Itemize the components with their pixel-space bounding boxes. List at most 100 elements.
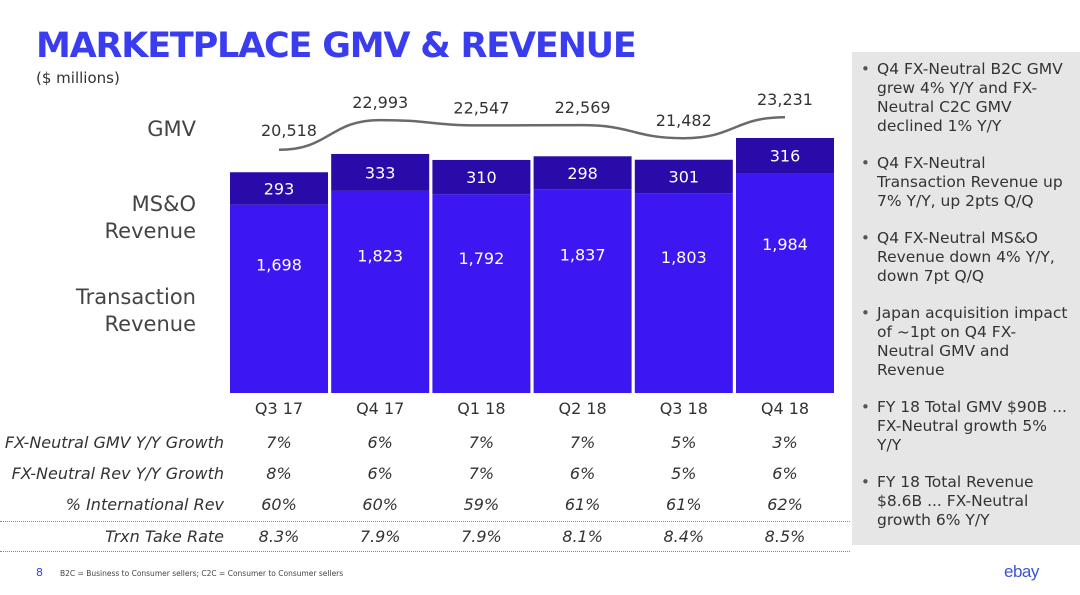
- table-divider-bottom: [0, 551, 850, 552]
- gmv-value-label: 23,231: [757, 90, 813, 109]
- transaction-value-label: 1,823: [357, 247, 403, 266]
- gmv-revenue-chart: 1,698 293 Q3 17 1,823 333 Q4 17 1,792 310 Q1 18 1…: [230, 90, 834, 418]
- gmv-value-label: 21,482: [656, 111, 712, 130]
- metric-value: 7.9%: [461, 527, 502, 546]
- transaction-label-line2: Revenue: [104, 312, 196, 336]
- table-divider-top: [0, 521, 850, 522]
- page-title: MARKETPLACE GMV & REVENUE: [36, 26, 637, 66]
- bullet-text: Q4 FX-Neutral Transaction Revenue up 7% …: [877, 154, 1063, 210]
- mso-bar: [634, 159, 733, 194]
- transaction-value-label: 1,984: [762, 235, 808, 254]
- metric-value: 60%: [261, 495, 297, 514]
- bullet-text: Japan acquisition impact of ~1pt on Q4 F…: [877, 304, 1068, 379]
- metric-value: 6%: [367, 464, 393, 483]
- gmv-value-label: 20,518: [261, 121, 317, 140]
- commentary-bullet: • Q4 FX-Neutral B2C GMV grew 4% Y/Y and F…: [861, 60, 1072, 136]
- mso-bar: [432, 159, 531, 195]
- metric-value: 7%: [468, 433, 495, 452]
- metric-value: 7.9%: [359, 527, 401, 546]
- bullet-text: Q4 FX-Neutral MS&O Revenue down 4% Y/Y, …: [877, 229, 1055, 285]
- metric-value: 7%: [569, 433, 596, 452]
- metric-value: 7%: [468, 464, 495, 483]
- page-number: 8: [36, 566, 43, 579]
- metric-value: 3%: [772, 433, 798, 452]
- mso-value-label: 333: [365, 163, 396, 182]
- metric-row-label: FX-Neutral GMV Y/Y Growth: [4, 433, 224, 452]
- metric-row-label: % International Rev: [65, 495, 224, 514]
- mso-bar: [230, 172, 328, 205]
- metric-value: 7%: [266, 433, 292, 452]
- gmv-value-label: 22,993: [352, 93, 408, 112]
- units-subtitle: ($ millions): [36, 69, 120, 87]
- mso-label-line2: Revenue: [104, 219, 196, 243]
- mso-bar: [331, 153, 430, 191]
- transaction-label-line1: Transaction: [75, 285, 196, 309]
- metric-value: 8.3%: [258, 527, 300, 546]
- transaction-bar: [533, 189, 632, 393]
- metric-value: 8.5%: [764, 527, 806, 546]
- category-tick-label: Q1 18: [457, 399, 505, 418]
- commentary-bullet: • FY 18 Total GMV $90B ... FX-Neutral gro…: [861, 398, 1072, 455]
- gmv-row-label: GMV: [147, 117, 196, 141]
- bullet-marker: •: [861, 229, 870, 247]
- ebay-logo: ebay: [1004, 562, 1039, 581]
- metric-value: 8.4%: [663, 527, 705, 546]
- mso-row-label: MS&O Revenue: [105, 191, 196, 245]
- bullet-marker: •: [861, 60, 870, 78]
- transaction-bar: [230, 204, 328, 393]
- mso-value-label: 316: [770, 147, 801, 166]
- transaction-bar: [736, 173, 834, 393]
- mso-bar: [533, 156, 632, 190]
- metric-value: 59%: [463, 495, 500, 514]
- bullet-text: FY 18 Total GMV $90B ... FX-Neutral grow…: [877, 398, 1067, 454]
- bullet-marker: •: [861, 154, 870, 172]
- footnote: B2C = Business to Consumer sellers; C2C …: [60, 569, 344, 578]
- category-tick-label: Q4 18: [761, 399, 809, 418]
- transaction-bar: [432, 194, 531, 393]
- mso-value-label: 298: [567, 164, 598, 183]
- gmv-value-label: 22,547: [453, 98, 509, 117]
- mso-label-line1: MS&O: [131, 192, 196, 216]
- category-tick-label: Q4 17: [356, 399, 404, 418]
- gmv-value-label: 22,569: [555, 98, 611, 117]
- metric-row-label: FX-Neutral Rev Y/Y Growth: [11, 464, 224, 483]
- commentary-panel: • Q4 FX-Neutral B2C GMV grew 4% Y/Y and F…: [852, 52, 1080, 545]
- commentary-bullet: • Q4 FX-Neutral Transaction Revenue up 7%…: [861, 154, 1072, 211]
- category-tick-label: Q2 18: [558, 399, 606, 418]
- transaction-row-label: Transaction Revenue: [76, 284, 196, 338]
- metric-value: 60%: [362, 495, 398, 514]
- bullet-marker: •: [861, 398, 870, 416]
- mso-value-label: 310: [466, 168, 497, 187]
- bullet-text: FY 18 Total Revenue $8.6B ... FX-Neutral…: [877, 473, 1034, 529]
- metric-value: 8.1%: [562, 527, 603, 546]
- metric-value: 5%: [671, 433, 697, 452]
- metric-value: 6%: [569, 464, 596, 483]
- metric-value: 5%: [671, 464, 697, 483]
- commentary-bullet: • Q4 FX-Neutral MS&O Revenue down 4% Y/Y,…: [861, 229, 1072, 286]
- transaction-bar: [634, 193, 733, 393]
- gmv-line: [278, 115, 786, 152]
- commentary-bullet: • Japan acquisition impact of ~1pt on Q4 …: [861, 304, 1072, 380]
- transaction-bar: [331, 190, 430, 393]
- metric-value: 61%: [564, 495, 601, 514]
- metric-row-label: Trxn Take Rate: [105, 527, 224, 546]
- category-tick-label: Q3 17: [255, 399, 303, 418]
- commentary-list: • Q4 FX-Neutral B2C GMV grew 4% Y/Y and F…: [852, 52, 1080, 530]
- mso-bar: [736, 138, 834, 174]
- metric-value: 62%: [767, 495, 803, 514]
- category-tick-label: Q3 18: [660, 399, 708, 418]
- metric-value: 6%: [772, 464, 798, 483]
- metric-value: 6%: [367, 433, 393, 452]
- commentary-bullet: • FY 18 Total Revenue $8.6B ... FX-Neutra…: [861, 473, 1072, 530]
- transaction-value-label: 1,803: [661, 248, 707, 267]
- bullet-marker: •: [861, 473, 870, 491]
- bullet-marker: •: [861, 304, 870, 322]
- metric-value: 8%: [266, 464, 292, 483]
- metric-value: 61%: [666, 495, 702, 514]
- mso-value-label: 301: [669, 167, 700, 186]
- mso-value-label: 293: [264, 180, 295, 199]
- transaction-value-label: 1,792: [458, 249, 504, 268]
- bullet-text: Q4 FX-Neutral B2C GMV grew 4% Y/Y and FX…: [877, 60, 1063, 135]
- transaction-value-label: 1,698: [256, 256, 302, 275]
- transaction-value-label: 1,837: [560, 246, 606, 265]
